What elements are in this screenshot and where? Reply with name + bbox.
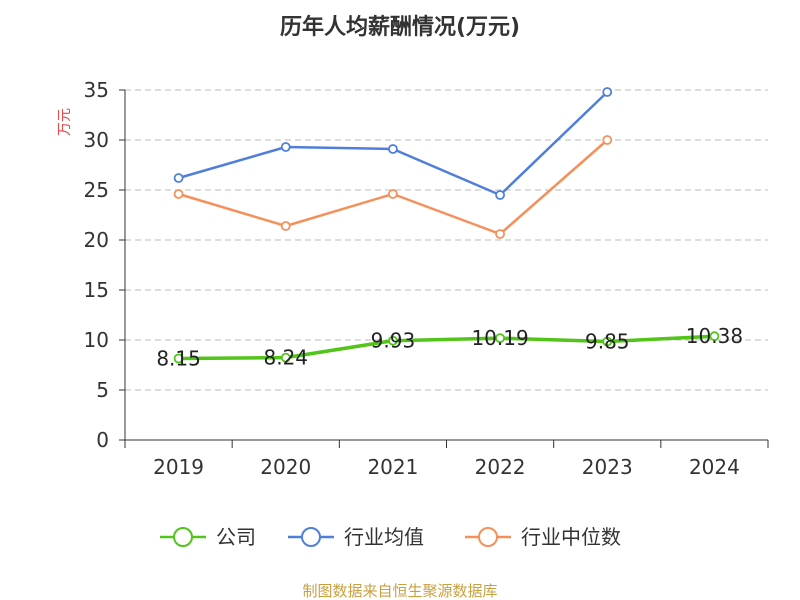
data-label: 10.38 [686, 324, 743, 348]
y-tick-label: 35 [84, 78, 109, 102]
data-point[interactable] [388, 189, 398, 199]
chart-title: 历年人均薪酬情况(万元) [280, 14, 520, 40]
legend-label: 公司 [216, 525, 256, 549]
data-point[interactable] [495, 190, 505, 200]
data-label: 9.93 [371, 329, 416, 353]
axes: 0 5 10 15 20 25 30 35 2019 2020 2021 2022 2023 2024 [84, 78, 769, 479]
data-point[interactable] [173, 353, 184, 364]
legend-item-2[interactable]: 行业中位数 [465, 525, 621, 549]
data-label: 10.19 [471, 326, 528, 350]
data-point[interactable] [173, 173, 184, 183]
data-point[interactable] [280, 221, 291, 231]
data-label: 9.85 [585, 330, 630, 354]
legend-marker [478, 527, 498, 547]
source-footer: 制图数据来自恒生聚源数据库 [302, 582, 497, 600]
data-labels: 8.15 8.24 9.93 10.19 9.85 10.38 [156, 324, 743, 370]
data-label: 8.15 [156, 347, 201, 371]
legend-label: 行业中位数 [521, 525, 621, 549]
x-tick-label: 2021 [367, 455, 418, 479]
data-point[interactable] [602, 336, 613, 347]
legend-label: 行业均值 [344, 525, 424, 549]
x-tick-label: 2020 [260, 455, 311, 479]
legend[interactable]: 公司 行业均值 行业中位数 [160, 525, 621, 549]
x-tick-label: 2022 [475, 455, 526, 479]
y-tick-label: 5 [96, 378, 109, 402]
legend-item-0[interactable]: 公司 [160, 525, 256, 549]
data-point[interactable] [173, 189, 184, 199]
series-line-1 [178, 91, 609, 197]
data-point[interactable] [495, 229, 505, 239]
series-line-0 [178, 334, 715, 361]
y-axis-label: 万元 [57, 108, 73, 136]
data-point[interactable] [388, 335, 398, 346]
data-point[interactable] [280, 352, 291, 363]
data-point[interactable] [495, 333, 505, 344]
data-point[interactable] [602, 87, 613, 97]
legend-marker [173, 527, 193, 547]
y-tick-label: 25 [84, 178, 109, 202]
data-label: 8.24 [263, 346, 308, 370]
x-tick-label: 2024 [689, 455, 740, 479]
y-tick-label: 10 [84, 328, 109, 352]
grid [125, 89, 768, 391]
y-tick-label: 0 [96, 428, 109, 452]
y-tick-label: 30 [84, 128, 109, 152]
legend-item-1[interactable]: 行业均值 [288, 525, 424, 549]
y-tick-label: 15 [84, 278, 109, 302]
data-point[interactable] [280, 142, 291, 152]
y-tick-label: 20 [84, 228, 109, 252]
data-point[interactable] [388, 144, 398, 154]
data-point[interactable] [709, 331, 720, 342]
x-tick-label: 2019 [153, 455, 204, 479]
legend-marker [301, 527, 321, 547]
series-layer [173, 87, 720, 364]
x-tick-label: 2023 [582, 455, 633, 479]
data-point[interactable] [602, 135, 613, 145]
